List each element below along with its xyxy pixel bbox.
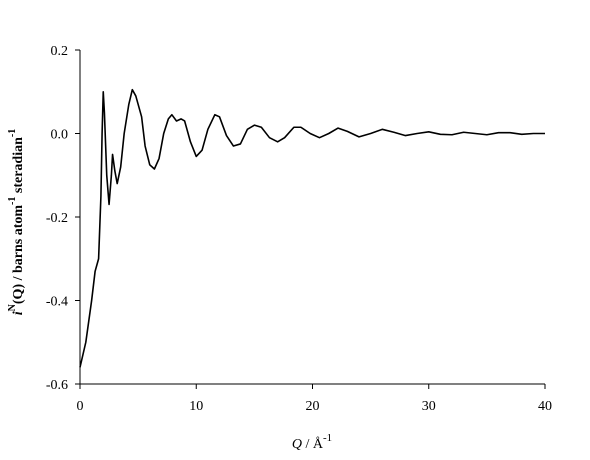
y-tick-label: 0.2 bbox=[51, 44, 69, 59]
y-tick-label: -0.6 bbox=[46, 378, 68, 393]
y-tick-label: 0.0 bbox=[51, 128, 69, 143]
y-label-part: i bbox=[11, 311, 26, 315]
y-label-part: (Q) / barns atom bbox=[11, 205, 26, 305]
x-tick-label: 10 bbox=[189, 399, 203, 414]
x-tick-label: 20 bbox=[306, 399, 320, 414]
x-tick-label: 30 bbox=[422, 399, 436, 414]
data-line bbox=[79, 88, 545, 368]
y-tick-label: -0.4 bbox=[46, 295, 68, 310]
x-label-part: / Å bbox=[302, 436, 324, 452]
y-tick-label: -0.2 bbox=[46, 211, 68, 226]
y-label-part: -1 bbox=[7, 197, 18, 205]
y-label-part: steradian bbox=[11, 137, 26, 197]
y-axis-label: iN(Q) / barns atom-1 steradian-1 bbox=[7, 129, 26, 315]
x-axis-label: Q / Å-1 bbox=[292, 432, 332, 452]
x-tick-label: 40 bbox=[538, 399, 552, 414]
x-label-part: Q bbox=[292, 437, 302, 452]
x-label-part: -1 bbox=[323, 432, 332, 444]
y-label-part: N bbox=[7, 303, 18, 311]
y-label-part: -1 bbox=[7, 129, 18, 137]
x-tick-label: 0 bbox=[77, 399, 84, 414]
